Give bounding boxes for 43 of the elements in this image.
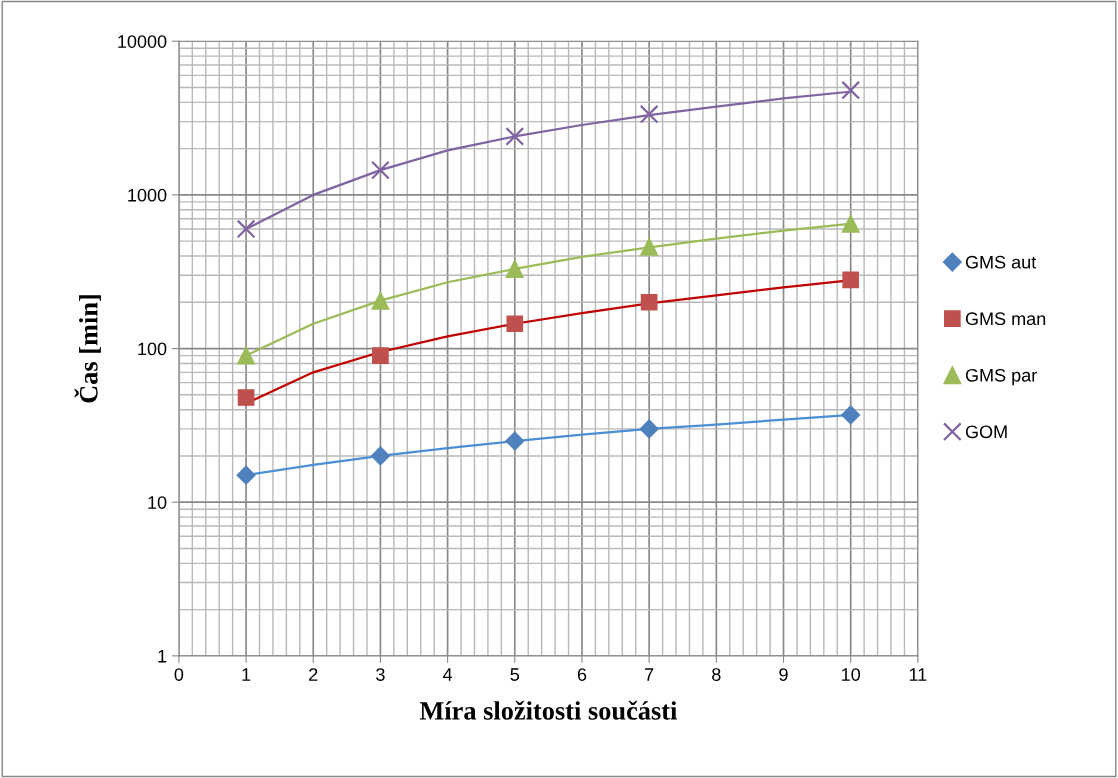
- legend-label: GMS man: [965, 312, 1046, 326]
- x-tick-label: 5: [510, 668, 520, 681]
- point: [236, 465, 256, 485]
- point: [237, 389, 255, 406]
- y-axis-title: Čas [min]: [74, 295, 101, 403]
- point: [841, 405, 861, 425]
- y-tick-label: 10: [148, 496, 167, 509]
- point: [505, 127, 525, 146]
- legend-label: GMS par: [965, 368, 1037, 386]
- point: [370, 160, 390, 180]
- x-tick-label: 4: [443, 668, 453, 681]
- x-tick-label: 10: [842, 668, 861, 681]
- x-tick-label: 0: [174, 668, 184, 681]
- x-tick-label: 11: [909, 668, 927, 681]
- x-tick-label: 6: [577, 668, 587, 681]
- x-axis-title: Míra složitosti součásti: [419, 700, 677, 720]
- x-tick-label: 2: [309, 668, 318, 681]
- point: [505, 431, 525, 451]
- point: [237, 346, 256, 365]
- point: [371, 291, 390, 310]
- point: [841, 80, 861, 100]
- x-tick-label: 7: [645, 668, 654, 681]
- x-tick-label: 1: [242, 668, 251, 681]
- y-tick-label: 1000: [128, 188, 167, 202]
- x-tick-label: 8: [712, 668, 721, 681]
- point: [639, 419, 659, 439]
- point: [841, 214, 860, 233]
- y-tick-label: 100: [138, 342, 167, 356]
- x-tick-label: 3: [376, 668, 385, 681]
- point: [236, 219, 256, 239]
- point: [640, 293, 658, 311]
- point: [505, 259, 524, 278]
- point: [506, 315, 524, 333]
- legend-label: GMS aut: [965, 255, 1037, 269]
- point: [372, 347, 389, 364]
- x-tick-label: 9: [779, 668, 788, 681]
- point: [639, 104, 659, 124]
- legend-label: GOM: [965, 425, 1007, 439]
- point: [640, 237, 659, 256]
- y-tick-label: 1: [158, 649, 167, 663]
- point: [370, 446, 390, 466]
- y-tick-label: 10000: [118, 35, 167, 48]
- point: [842, 271, 860, 289]
